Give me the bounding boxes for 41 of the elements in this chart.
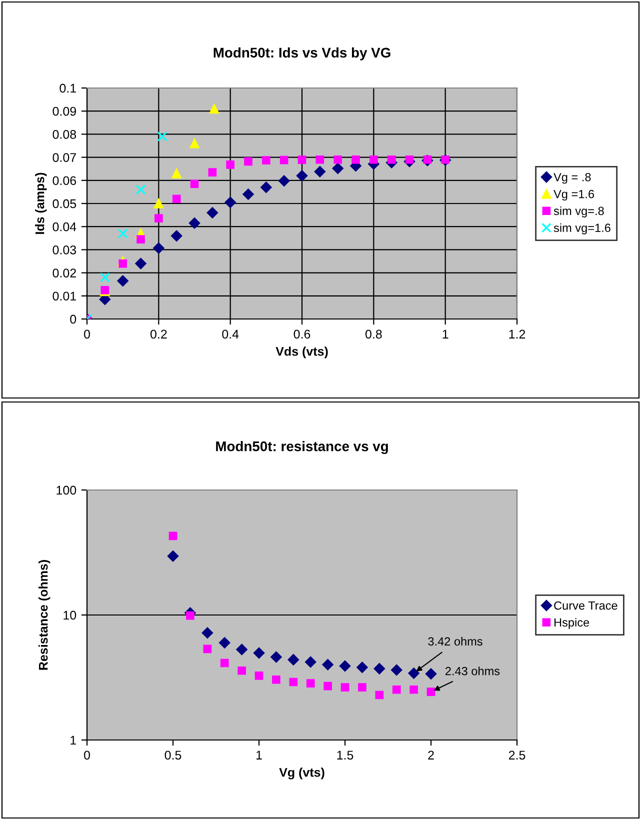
legend-label: sim vg=.8: [554, 206, 604, 218]
x-tick-label: 0.4: [222, 330, 239, 339]
chart-title: Modn50t: Ids vs Vds by VG: [214, 47, 390, 60]
y-tick-label: 100: [56, 486, 76, 495]
y-tick-label: 0.07: [52, 153, 76, 162]
y-tick-label: 0.09: [52, 106, 76, 116]
y-axis-title: Resistance (ohms): [38, 560, 50, 670]
annotation: 3.42 ohms: [428, 636, 482, 646]
y-tick-label: 0.04: [52, 222, 76, 232]
x-tick-label: 2.5: [508, 750, 526, 760]
y-tick-label: 0.06: [52, 176, 76, 186]
legend-label: Hspice: [554, 618, 590, 629]
y-tick-label: 0.03: [52, 246, 76, 254]
y-tick-label: 0.01: [52, 292, 76, 301]
x-tick-label: 1.2: [509, 330, 526, 338]
legend-label: Curve Trace: [554, 601, 618, 610]
x-tick-label: 0.2: [150, 330, 167, 339]
legend-label: Vg = .8: [554, 172, 591, 184]
y-tick-label: 0.02: [52, 268, 76, 278]
chart-title: Modn50t: resistance vs vg: [216, 441, 388, 454]
y-tick-label: 0.05: [52, 199, 76, 208]
y-tick-label: 10: [64, 610, 76, 620]
x-tick-label: 0.8: [365, 330, 382, 339]
x-tick-label: 1: [442, 330, 448, 338]
legend-label: sim vg=1.6: [554, 223, 610, 234]
x-tick-label: 0.6: [294, 330, 310, 339]
x-tick-label: 0: [84, 330, 90, 339]
x-tick-label: 1: [256, 750, 262, 760]
y-axis-title: Ids (amps): [35, 172, 47, 234]
x-tick-label: 1.5: [337, 750, 354, 760]
y-tick-label: 0.08: [52, 130, 76, 139]
x-tick-label: 0.5: [164, 750, 182, 760]
legend-label: Vg =1.6: [554, 190, 594, 201]
y-tick-label: 1: [70, 736, 76, 745]
y-tick-label: 0.1: [60, 84, 76, 93]
x-tick-label: 2: [428, 750, 434, 760]
y-tick-label: 0: [70, 314, 76, 324]
annotation: 2.43 ohms: [445, 666, 500, 676]
x-tick-label: 0: [84, 750, 90, 760]
x-axis-title: Vg (vts): [279, 768, 324, 780]
x-axis-title: Vds (vts): [276, 346, 328, 358]
